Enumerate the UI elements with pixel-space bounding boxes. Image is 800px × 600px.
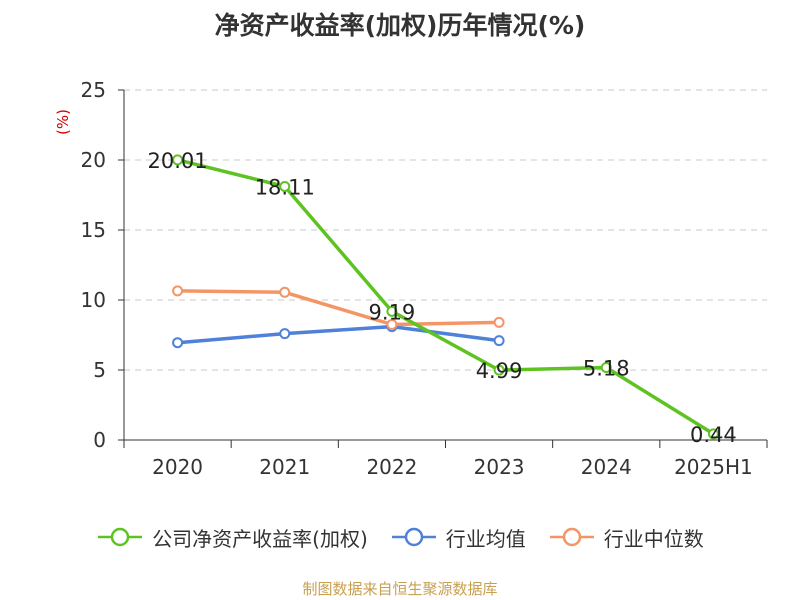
data-label: 4.99 [476, 359, 523, 383]
series-line [175, 324, 501, 345]
data-point [493, 364, 505, 376]
x-tick-label: 2022 [366, 455, 417, 479]
data-point [279, 286, 291, 298]
x-tick-label: 2021 [259, 455, 310, 479]
y-tick-label: 25 [81, 78, 106, 102]
chart-legend: 公司净资产收益率(加权) 行业均值 行业中位数 [0, 520, 800, 554]
legend-swatch-marker [404, 527, 424, 547]
data-point [600, 361, 612, 373]
y-tick-label: 10 [81, 288, 106, 312]
data-source-note: 制图数据来自恒生聚源数据库 [302, 580, 498, 598]
legend-label: 公司净资产收益率(加权) [152, 526, 368, 551]
data-point [493, 316, 505, 328]
data-point [707, 428, 719, 440]
chart-title: 净资产收益率(加权)历年情况(%) [214, 11, 586, 40]
data-point [172, 154, 184, 166]
y-tick-label: 20 [81, 148, 106, 172]
legend-swatch-icon [549, 527, 594, 547]
data-label: 18.11 [255, 175, 315, 199]
legend-item[interactable]: 行业中位数 [548, 523, 704, 552]
data-label: 9.19 [369, 300, 416, 324]
legend-item[interactable]: 行业均值 [390, 523, 526, 552]
data-label: 0.44 [690, 423, 737, 447]
data-point [279, 180, 291, 192]
x-tick-label: 2020 [152, 455, 203, 479]
y-tick-label: 15 [81, 218, 106, 242]
data-point [386, 305, 398, 317]
legend-swatch-marker [562, 527, 582, 547]
legend-label: 行业中位数 [603, 526, 704, 551]
x-tick-label: 2025H1 [674, 455, 753, 479]
data-label: 5.18 [583, 356, 630, 380]
legend-item[interactable]: 公司净资产收益率(加权) [96, 523, 368, 552]
legend-swatch-marker [110, 527, 130, 547]
data-point [279, 328, 291, 340]
data-point [386, 319, 398, 330]
legend-swatch-icon [391, 527, 436, 547]
y-tick-label: 0 [93, 428, 106, 452]
data-label: 20.01 [148, 149, 208, 173]
data-point [172, 337, 184, 349]
legend-swatch-icon [98, 527, 143, 547]
data-point [493, 335, 505, 347]
y-tick-label: 5 [93, 358, 106, 382]
data-point [172, 285, 184, 297]
x-tick-label: 2023 [474, 455, 525, 479]
legend-label: 行业均值 [445, 526, 526, 551]
series-line [175, 158, 716, 436]
x-tick-label: 2024 [581, 455, 632, 479]
series-line [175, 289, 501, 327]
